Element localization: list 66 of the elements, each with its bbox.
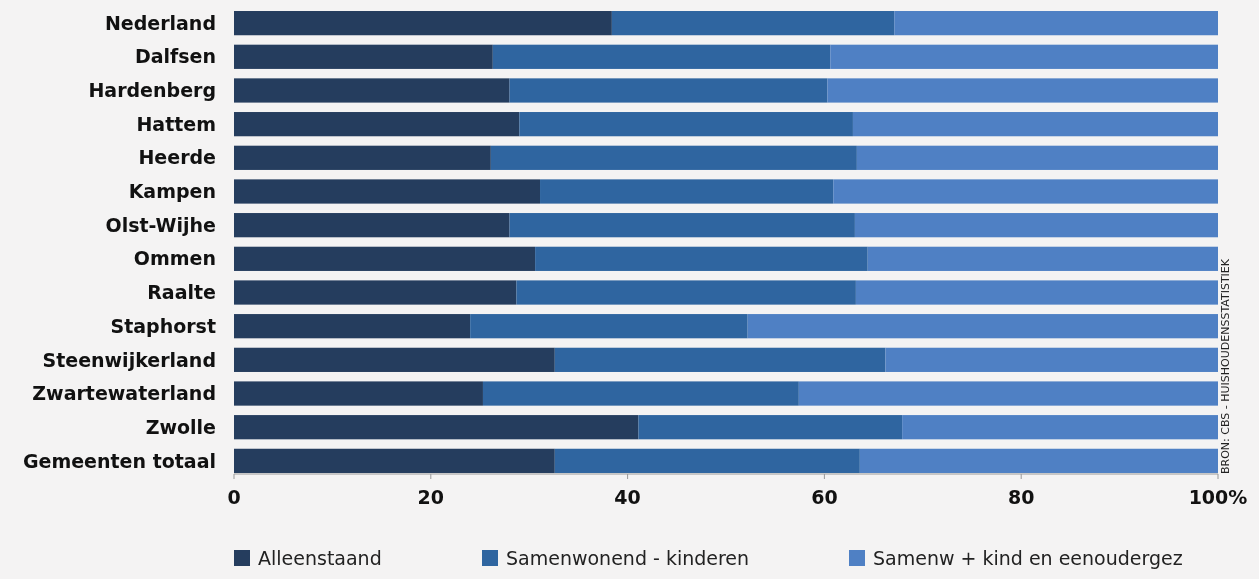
x-tick-label: 0: [227, 486, 241, 508]
bar: [830, 44, 1218, 69]
y-tick-label: Gemeenten totaal: [22, 449, 216, 472]
y-tick-label: Steenwijkerland: [42, 348, 216, 371]
bar: [638, 415, 903, 440]
y-tick-label: Zwolle: [145, 415, 216, 438]
bar: [516, 280, 856, 305]
bar: [509, 78, 828, 103]
x-tick-label: 20: [417, 486, 445, 508]
legend-label: Samenwonend - kinderen: [506, 547, 750, 569]
bar: [234, 78, 510, 103]
bar: [554, 347, 886, 372]
bar: [482, 381, 799, 406]
bar: [234, 179, 541, 204]
bar: [833, 179, 1218, 204]
bar: [535, 246, 868, 271]
bar: [554, 448, 860, 473]
bar: [902, 415, 1218, 440]
bar: [234, 314, 471, 339]
text: BRON: CBS - HUISHOUDENSSTATISTIEK: [1219, 258, 1232, 474]
bar: [234, 280, 517, 305]
bar: [492, 44, 831, 69]
x-tick-label: 80: [1007, 486, 1035, 508]
bar: [234, 381, 483, 406]
y-tick-label: Zwartewaterland: [32, 382, 216, 405]
bar: [234, 347, 555, 372]
y-tick-label: Staphorst: [110, 314, 216, 337]
y-tick-label: Hattem: [136, 112, 216, 135]
bar: [867, 246, 1218, 271]
bar: [509, 213, 855, 238]
y-tick-label: Ommen: [133, 247, 216, 270]
bar: [234, 213, 510, 238]
bar: [855, 280, 1218, 305]
bar: [234, 448, 555, 473]
y-tick-label: Heerde: [138, 146, 216, 169]
bar: [234, 44, 493, 69]
legend-label: Alleenstaand: [258, 547, 382, 569]
y-tick-label: Raalte: [147, 281, 216, 304]
bar: [885, 347, 1218, 372]
y-tick-label: Hardenberg: [88, 79, 216, 102]
bar: [859, 448, 1218, 473]
x-tick-label: 100%: [1188, 486, 1248, 508]
bar: [827, 78, 1218, 103]
bar: [470, 314, 748, 339]
x-tick-label: 60: [811, 486, 838, 508]
bar: [611, 11, 895, 36]
y-tick-label: Olst-Wijhe: [105, 213, 216, 236]
bar: [747, 314, 1218, 339]
bar: [234, 246, 536, 271]
bar: [519, 112, 853, 137]
y-tick-label: Kampen: [128, 180, 216, 203]
legend-label: Samenw + kind en eenoudergez: [873, 547, 1183, 569]
y-tick-label: Dalfsen: [134, 45, 216, 68]
bar: [234, 112, 520, 137]
x-tick-label: 40: [614, 486, 641, 508]
bar: [856, 145, 1218, 170]
bar: [854, 213, 1218, 238]
bar: [234, 145, 491, 170]
bar: [798, 381, 1218, 406]
bar: [852, 112, 1218, 137]
bar: [234, 11, 612, 36]
bar: [540, 179, 834, 204]
bar: [490, 145, 857, 170]
y-tick-label: Nederland: [104, 11, 216, 34]
bar: [234, 415, 639, 440]
bar: [894, 11, 1218, 36]
